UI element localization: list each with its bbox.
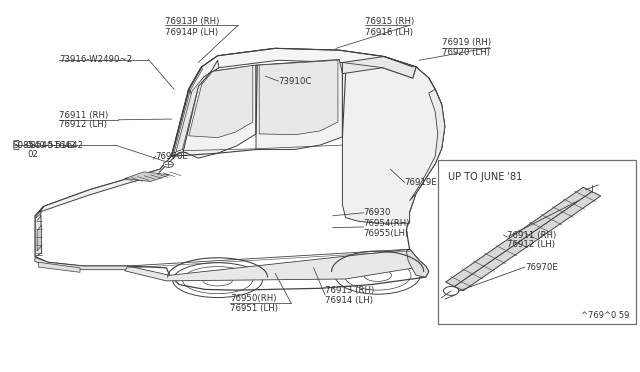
Text: 76913 (RH): 76913 (RH) <box>325 286 374 295</box>
Polygon shape <box>189 65 253 138</box>
Polygon shape <box>40 150 183 212</box>
Text: ^769^0 59: ^769^0 59 <box>580 311 629 320</box>
Polygon shape <box>36 212 42 218</box>
Text: 76951 (LH): 76951 (LH) <box>230 304 278 312</box>
Text: 76912 (LH): 76912 (LH) <box>59 120 107 129</box>
Polygon shape <box>189 48 429 95</box>
Polygon shape <box>256 60 342 150</box>
Polygon shape <box>410 89 445 201</box>
Text: 73910C: 73910C <box>278 77 312 86</box>
Text: 76919E: 76919E <box>404 178 437 187</box>
Text: 76954(RH): 76954(RH) <box>364 219 410 228</box>
Text: Ⓢ: Ⓢ <box>13 140 19 150</box>
Polygon shape <box>125 249 422 281</box>
Text: 76920 (LH): 76920 (LH) <box>442 48 490 57</box>
Polygon shape <box>37 225 42 251</box>
Text: 76919 (RH): 76919 (RH) <box>442 38 491 47</box>
Text: 76970E: 76970E <box>156 152 188 161</box>
Polygon shape <box>172 60 219 156</box>
Text: 76950(RH): 76950(RH) <box>230 294 277 303</box>
Polygon shape <box>125 172 170 182</box>
Text: UP TO JUNE '81: UP TO JUNE '81 <box>448 172 522 182</box>
Text: 02: 02 <box>27 150 38 159</box>
Text: 76911 (RH): 76911 (RH) <box>507 231 556 240</box>
Polygon shape <box>342 57 416 78</box>
Polygon shape <box>342 62 445 223</box>
Polygon shape <box>176 71 211 152</box>
Text: 76955(LH): 76955(LH) <box>364 229 409 238</box>
Polygon shape <box>259 60 338 135</box>
Text: 76914 (LH): 76914 (LH) <box>325 296 373 305</box>
Polygon shape <box>183 65 256 158</box>
Text: 76916 (LH): 76916 (LH) <box>365 28 413 37</box>
Polygon shape <box>406 249 429 277</box>
Text: 76914P (LH): 76914P (LH) <box>165 28 218 37</box>
Polygon shape <box>35 48 445 290</box>
Text: 73916-W2490~2: 73916-W2490~2 <box>59 55 132 64</box>
Circle shape <box>163 161 173 167</box>
Text: 76912 (LH): 76912 (LH) <box>507 240 555 249</box>
Text: 76930: 76930 <box>364 208 391 217</box>
Text: 76970E: 76970E <box>525 263 557 272</box>
Text: 76913P (RH): 76913P (RH) <box>165 17 220 26</box>
Polygon shape <box>445 187 601 291</box>
Polygon shape <box>35 257 128 270</box>
Polygon shape <box>35 206 44 257</box>
Text: 08540-51642: 08540-51642 <box>26 141 84 150</box>
Text: 76911 (RH): 76911 (RH) <box>59 111 108 120</box>
Polygon shape <box>38 262 80 272</box>
Text: 76915 (RH): 76915 (RH) <box>365 17 414 26</box>
Text: S08540-51642: S08540-51642 <box>13 141 76 150</box>
FancyBboxPatch shape <box>438 160 636 324</box>
